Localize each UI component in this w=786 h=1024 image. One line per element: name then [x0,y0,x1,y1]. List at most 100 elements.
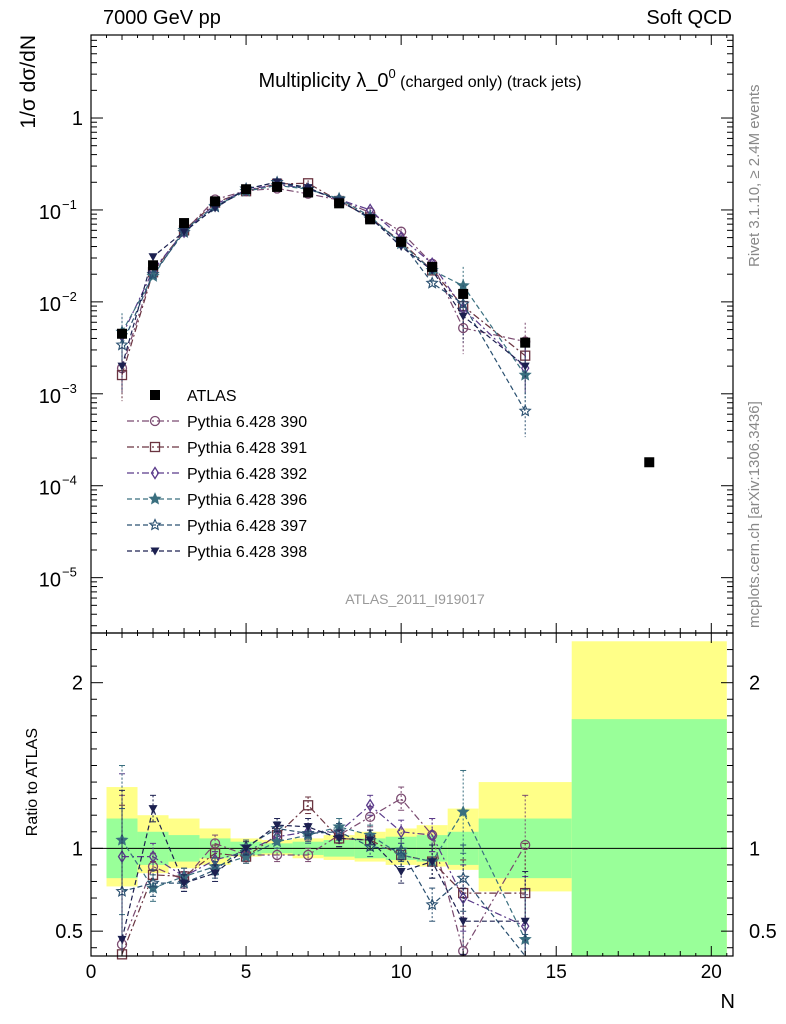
marker-triangle [272,821,282,830]
marker-square [150,390,160,400]
legend-label: Pythia 6.428 397 [187,518,307,535]
y-tick-exponent: −1 [62,197,77,212]
y-tick-exponent: −2 [62,289,77,304]
rivet-version-label: Rivet 3.1.10, ≥ 2.4M events [746,84,763,268]
legend-label: Pythia 6.428 392 [187,466,307,483]
y-axis-label: 1/σ dσ/dN [17,35,40,129]
y-tick-label: 10 [39,202,61,224]
ratio-panel-frame [90,632,734,957]
marker-square [365,214,376,225]
marker-square [644,457,655,468]
marker-star [425,897,439,911]
marker-triangle [520,917,530,926]
marker-triangle [179,228,189,237]
marker-square [179,218,190,229]
mcplots-reference-label: mcplots.cern.ch [arXiv:1306.3436] [746,401,763,628]
ratio-series-5 [117,789,530,957]
marker-triangle [148,253,158,262]
x-tick-label: 20 [701,962,722,983]
marker-diamond [148,849,158,864]
y-tick-label: 10 [39,386,61,408]
y-tick-exponent: −3 [62,381,77,396]
stat-uncertainty-band [571,719,727,956]
marker-triangle [241,844,251,853]
marker-circle [395,793,407,804]
legend-label-atlas: ATLAS [187,388,237,405]
marker-triangle [334,834,344,843]
x-axis-label: N [721,991,735,1013]
marker-square [272,181,283,192]
marker-square [334,198,345,209]
marker-star [148,518,162,531]
ratio-y-tick-label-right: 1 [749,838,760,860]
marker-triangle [210,204,220,213]
ratio-y-tick-label-right: 2 [749,673,760,695]
marker-star [146,876,160,889]
y-tick-exponent: −5 [62,565,77,580]
y-tick-label: 1 [72,108,83,130]
marker-triangle [148,805,158,814]
marker-square [303,187,314,198]
x-tick-label: 0 [86,962,97,983]
marker-triangle [365,836,375,845]
header-left-label: 7000 GeV pp [103,7,221,29]
marker-square [148,260,159,271]
legend-label: Pythia 6.428 396 [187,492,307,509]
marker-circle [149,415,161,427]
x-tick-label: 10 [391,962,412,983]
marker-square [396,236,407,247]
marker-triangle [179,879,189,888]
marker-diamond [365,798,375,812]
ratio-y-tick-label: 1 [72,838,83,860]
y-tick-label: 10 [39,294,61,316]
chart-title-main: Multiplicity λ_0 [258,70,388,92]
marker-star [115,884,129,897]
marker-star [425,276,439,289]
marker-star [239,849,253,863]
marker-circle [302,849,314,861]
chart-title: Multiplicity λ_00 (charged only) (track … [258,66,581,92]
marker-triangle [396,868,406,877]
marker-triangle [520,362,530,371]
chart-title-rest: (charged only) (track jets) [396,74,582,91]
marker-star [148,492,162,505]
marker-star [518,368,532,381]
x-tick-label: 15 [546,962,567,983]
ratio-y-tick-label: 2 [72,673,83,695]
atlas-data [117,181,655,468]
marker-triangle [427,858,437,867]
marker-star [456,871,470,884]
marker-square [458,288,469,299]
marker-star [301,826,315,840]
legend-label: Pythia 6.428 390 [187,414,307,431]
marker-square [241,184,252,195]
marker-square [117,328,128,339]
marker-triangle [458,917,468,926]
x-tick-label: 5 [241,962,252,983]
marker-square [210,196,221,207]
marker-star [518,404,532,417]
marker-square [302,800,314,811]
marker-star [456,804,470,818]
chart-title-superscript: 0 [388,66,395,81]
marker-diamond [396,825,406,839]
marker-star [394,843,408,856]
marker-diamond [427,828,437,842]
legend-label: Pythia 6.428 398 [187,544,307,561]
legend-label: Pythia 6.428 391 [187,440,307,457]
marker-diamond [150,466,160,480]
ratio-y-tick-label: 0.5 [55,921,83,943]
marker-diamond [458,891,468,905]
analysis-annotation: ATLAS_2011_I919017 [345,591,485,607]
marker-triangle [117,935,127,944]
marker-triangle [117,362,127,371]
y-tick-label: 10 [39,570,61,592]
y-tick-label: 10 [39,478,61,500]
marker-square [520,337,531,348]
ratio-y-axis-label: Ratio to ATLAS [24,728,41,836]
y-tick-exponent: −4 [62,473,77,488]
marker-circle [520,839,531,851]
marker-triangle [210,869,220,878]
marker-square [427,261,438,272]
